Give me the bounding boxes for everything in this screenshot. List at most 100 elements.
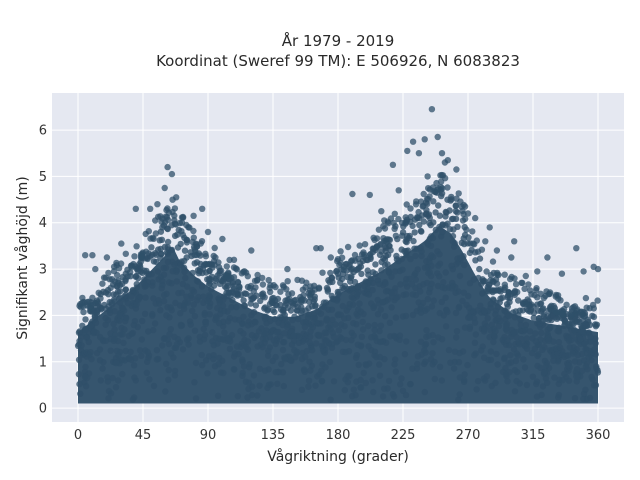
data-point: [109, 374, 116, 382]
data-point: [521, 364, 529, 371]
data-point: [353, 291, 361, 298]
data-point: [164, 244, 171, 251]
data-point: [201, 331, 209, 339]
data-point: [321, 329, 329, 336]
data-point: [471, 339, 479, 346]
data-point: [426, 193, 433, 200]
data-point: [545, 337, 552, 344]
data-point: [421, 342, 429, 349]
data-point: [322, 364, 329, 371]
data-point: [573, 378, 580, 385]
data-point: [102, 289, 110, 296]
data-point: [379, 393, 387, 400]
data-point: [528, 291, 535, 298]
data-point: [301, 323, 309, 331]
data-point: [385, 377, 393, 385]
data-point: [428, 262, 435, 270]
data-point: [306, 358, 313, 365]
data-point: [514, 288, 521, 296]
data-point: [418, 248, 425, 255]
data-point: [326, 321, 334, 329]
data-point: [250, 372, 258, 379]
data-point: [298, 309, 305, 317]
data-point: [425, 332, 432, 339]
data-point: [189, 269, 196, 277]
data-point: [583, 322, 590, 330]
data-point: [270, 294, 277, 302]
data-point: [338, 254, 346, 261]
data-point: [135, 268, 142, 275]
y-tick-label: 4: [39, 216, 47, 231]
data-point: [167, 304, 174, 311]
data-point: [102, 274, 109, 281]
data-point: [117, 260, 125, 267]
data-point: [349, 284, 356, 292]
data-point: [159, 224, 166, 231]
data-point: [332, 321, 339, 328]
data-point: [439, 228, 446, 236]
data-point: [143, 369, 150, 376]
data-point: [493, 280, 501, 287]
data-point: [398, 375, 405, 382]
data-point: [311, 303, 319, 310]
outlier-point: [486, 224, 493, 231]
data-point: [384, 385, 391, 392]
data-point: [299, 296, 306, 303]
data-point: [111, 326, 118, 333]
data-point: [189, 286, 196, 294]
data-point: [291, 297, 298, 304]
data-point: [432, 209, 439, 216]
chart-title-line1: År 1979 - 2019: [282, 31, 395, 50]
data-point: [472, 257, 479, 264]
data-point: [191, 379, 198, 386]
data-point: [113, 359, 120, 367]
data-point: [489, 288, 496, 296]
data-point: [240, 313, 247, 320]
data-point: [206, 267, 213, 275]
data-point: [452, 309, 460, 317]
data-point: [526, 328, 534, 335]
outlier-point: [190, 212, 197, 219]
x-tick-label: 360: [586, 428, 611, 443]
data-point: [442, 294, 449, 301]
data-point: [264, 352, 272, 359]
data-point: [418, 252, 425, 260]
data-point: [374, 296, 381, 304]
x-tick-label: 225: [391, 428, 416, 443]
data-point: [378, 267, 385, 274]
data-point: [414, 360, 421, 368]
data-point: [162, 388, 169, 395]
outlier-point: [168, 170, 176, 178]
data-point: [259, 274, 266, 282]
data-point: [204, 276, 211, 283]
data-point: [136, 347, 144, 354]
data-point: [452, 289, 459, 296]
data-point: [116, 312, 123, 319]
data-point: [442, 323, 450, 330]
data-point: [463, 301, 470, 309]
data-point: [233, 343, 241, 350]
data-point: [593, 321, 601, 328]
data-point: [465, 234, 472, 241]
data-point: [574, 351, 581, 359]
outlier-point: [381, 217, 388, 224]
data-point: [126, 354, 133, 362]
data-point: [228, 331, 236, 339]
data-point: [149, 310, 156, 318]
data-point: [320, 299, 328, 306]
data-point: [420, 218, 427, 225]
data-point: [361, 241, 369, 248]
data-point: [581, 340, 588, 348]
data-point: [263, 320, 270, 327]
data-point: [478, 347, 485, 354]
data-point: [287, 307, 295, 314]
data-point: [160, 271, 168, 278]
data-point: [238, 270, 245, 277]
data-point: [328, 344, 336, 351]
data-point: [96, 357, 104, 364]
data-point: [504, 337, 511, 344]
data-point: [167, 326, 174, 333]
data-point: [127, 348, 134, 355]
data-point: [337, 279, 344, 286]
data-point: [122, 250, 129, 257]
